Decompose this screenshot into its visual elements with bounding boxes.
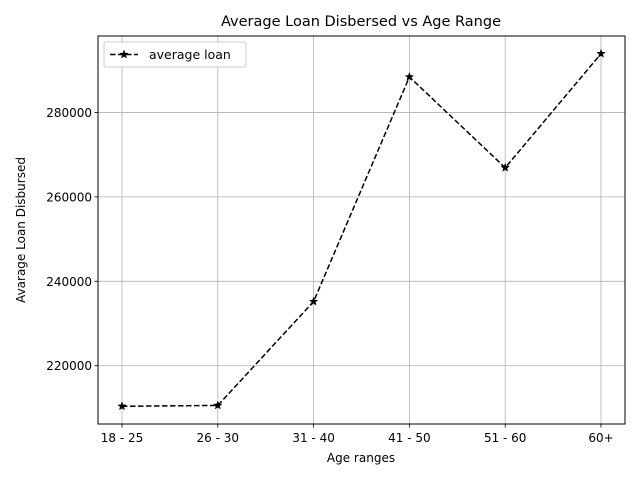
data-point-marker (117, 401, 127, 411)
data-point-marker (404, 71, 415, 82)
x-tick-label: 31 - 40 (292, 431, 335, 445)
x-tick-label: 51 - 60 (484, 431, 527, 445)
grid (98, 36, 625, 424)
x-tick-label: 60+ (588, 431, 613, 445)
plot-area-frame (97, 35, 626, 425)
x-tick-label: 18 - 25 (101, 431, 144, 445)
data-point-marker (500, 162, 510, 172)
series (117, 48, 606, 411)
data-point-marker (596, 48, 606, 58)
y-tick-label: 240000 (46, 275, 92, 289)
x-tick-label: 26 - 30 (197, 431, 240, 445)
legend-frame (103, 41, 247, 68)
x-tick-label: 41 - 50 (388, 431, 431, 445)
x-axis-label: Age ranges (327, 451, 395, 465)
y-axis: 220000 240000 260000 280000 (46, 106, 98, 373)
y-axis-label: Avarage Loan Disbursed (14, 157, 28, 303)
y-tick-label: 280000 (46, 106, 92, 120)
chart-title: Average Loan Disbersed vs Age Range (221, 14, 501, 30)
series-line (121, 53, 602, 408)
x-axis: 18 - 25 26 - 30 31 - 40 41 - 50 51 - 60 60+ (101, 424, 614, 445)
data-point-marker (308, 296, 319, 306)
legend: average loan (103, 41, 247, 68)
legend-star-marker (119, 49, 129, 59)
data-point-marker (213, 400, 223, 410)
legend-marker-star (119, 49, 129, 59)
y-tick-label: 220000 (46, 359, 92, 373)
y-tick-label: 260000 (46, 190, 92, 204)
legend-label: average loan (149, 47, 231, 62)
